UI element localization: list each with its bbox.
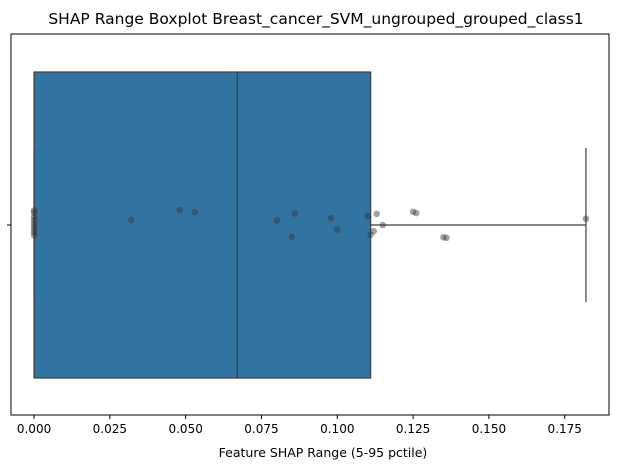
data-point (30, 213, 38, 221)
data-point (288, 233, 296, 241)
data-point (443, 234, 450, 242)
data-point (409, 208, 417, 216)
x-tick-label: 0.075 (244, 422, 278, 436)
data-point (373, 210, 381, 218)
chart-title: SHAP Range Boxplot Breast_cancer_SVM_ung… (48, 10, 583, 29)
data-point (30, 207, 38, 214)
data-point (291, 210, 299, 217)
x-tick-label: 0.175 (548, 422, 582, 436)
x-axis-ticks: 0.000 0.025 0.050 0.075 0.100 0.125 0.150 0.175 (17, 415, 582, 436)
data-point (30, 209, 38, 216)
data-point (379, 221, 387, 229)
x-tick-label: 0.125 (396, 422, 430, 436)
data-point (273, 217, 280, 224)
x-tick-label: 0.025 (93, 422, 127, 436)
x-tick-label: 0.050 (168, 422, 202, 436)
data-point (30, 219, 38, 227)
data-point (367, 231, 374, 239)
data-point (412, 209, 420, 217)
data-point (364, 212, 371, 220)
data-point (30, 222, 38, 230)
x-tick-label: 0.150 (472, 422, 506, 436)
data-point (30, 229, 38, 236)
x-tick-label: 0.100 (320, 422, 354, 436)
x-tick-label: 0.000 (17, 422, 51, 436)
data-point (582, 215, 590, 223)
data-point (176, 206, 183, 214)
x-axis-label: Feature SHAP Range (5-95 pctile) (219, 445, 428, 460)
data-point (370, 227, 377, 235)
data-point (30, 231, 38, 239)
data-point (191, 208, 199, 216)
data-point (127, 216, 135, 224)
data-point (30, 225, 38, 233)
data-point (440, 234, 447, 241)
data-point (30, 216, 38, 224)
box (33, 71, 372, 379)
data-point (333, 226, 341, 233)
plot-area (10, 33, 610, 416)
data-point (327, 214, 335, 222)
